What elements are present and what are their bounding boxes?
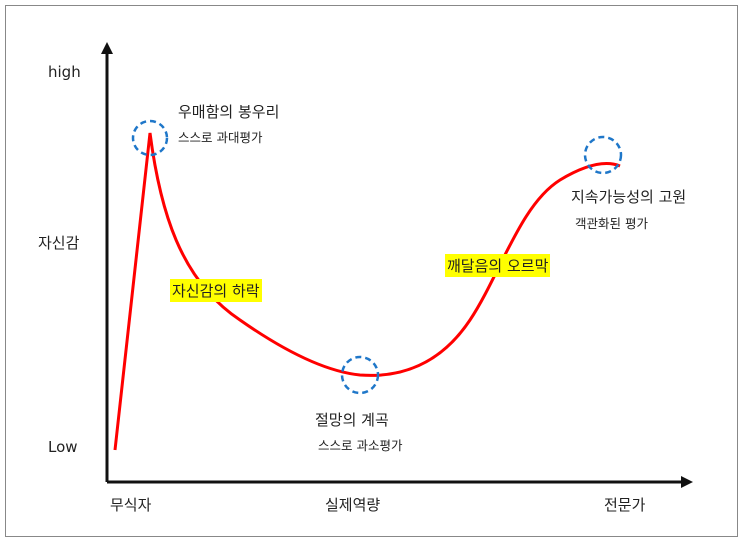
peak-title: 우매함의 봉우리 xyxy=(178,103,280,121)
decline-label: 자신감의 하락 xyxy=(170,279,262,302)
peak-subtitle: 스스로 과대평가 xyxy=(178,130,263,145)
peak-circle xyxy=(131,119,169,157)
valley-title: 절망의 계곡 xyxy=(315,411,389,429)
x-axis-middle-label: 실제역량 xyxy=(325,496,381,514)
frame-border xyxy=(5,5,738,537)
valley-circle xyxy=(340,355,380,395)
plateau-circle xyxy=(583,135,623,175)
plateau-subtitle: 객관화된 평가 xyxy=(575,216,648,231)
y-axis-title: 자신감 xyxy=(38,234,80,252)
y-axis-arrow-icon xyxy=(101,42,113,54)
rise-label: 깨달음의 오르막 xyxy=(445,254,551,277)
plateau-title: 지속가능성의 고원 xyxy=(571,188,687,206)
valley-subtitle: 스스로 과소평가 xyxy=(318,438,403,453)
y-axis-high-label: high xyxy=(48,63,81,81)
x-axis-start-label: 무식자 xyxy=(110,496,152,514)
x-axis-arrow-icon xyxy=(681,476,693,488)
x-axis-end-label: 전문가 xyxy=(604,496,646,514)
confidence-curve xyxy=(113,132,621,451)
y-axis-low-label: Low xyxy=(48,438,78,456)
